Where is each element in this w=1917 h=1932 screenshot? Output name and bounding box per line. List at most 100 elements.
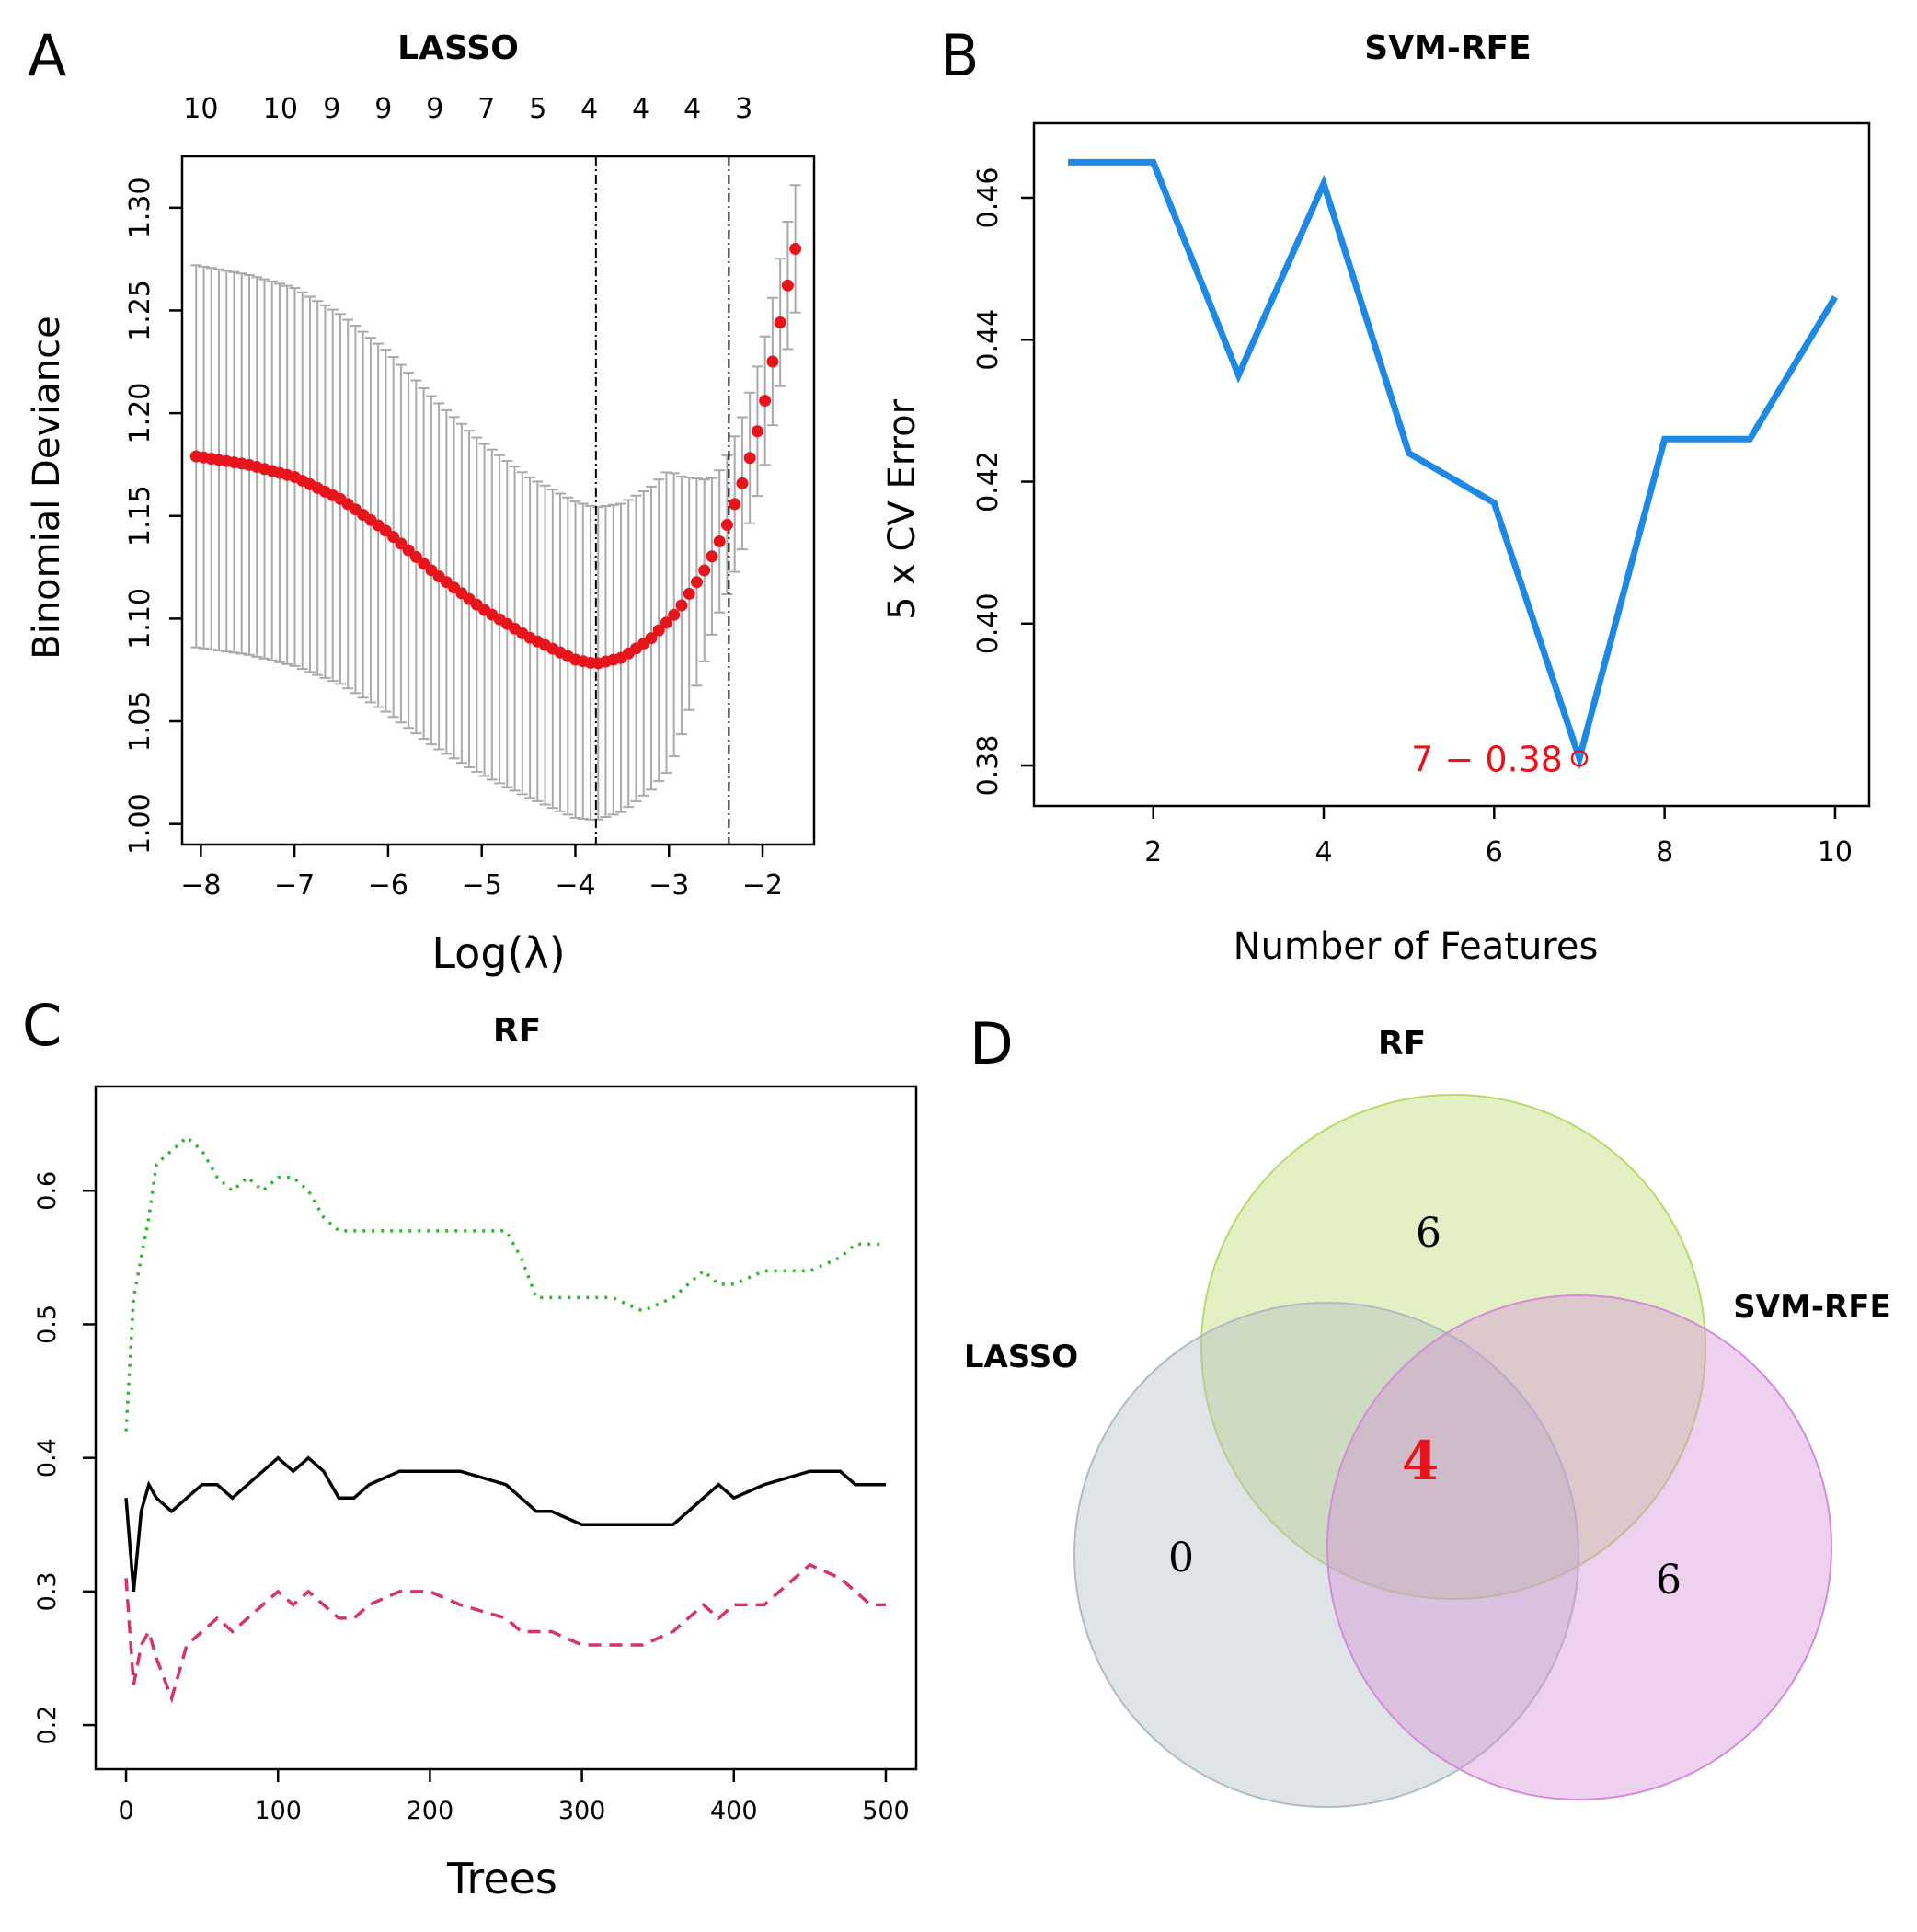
panel-b-x-axis-label: Number of Features	[1234, 926, 1599, 968]
panel-c-x-axis-label: Trees	[446, 1854, 557, 1903]
venn-region-rf-only: 6	[1416, 1210, 1441, 1257]
y-tick-label: 0.6	[33, 1171, 62, 1211]
deviance-point	[690, 576, 703, 589]
deviance-point	[683, 587, 695, 600]
panel-a-y-axis-label: Binomial Deviance	[26, 316, 68, 659]
y-tick-label: 0.4	[33, 1438, 62, 1478]
panel-c-y-axis: 0.2 0.3 0.4 0.5 0.6	[33, 1171, 96, 1745]
deviance-point	[766, 355, 779, 368]
panel-letter-d: D	[970, 1010, 1014, 1077]
x-tick-label: −8	[180, 869, 221, 902]
top-axis-count: 5	[529, 93, 546, 125]
venn-label-lasso: LASSO	[964, 1339, 1078, 1375]
deviance-point	[660, 616, 672, 629]
panel-d-title: RF	[1378, 1025, 1426, 1063]
panel-b-x-axis: 2 4 6 8 10	[1144, 806, 1853, 868]
top-axis-count: 9	[374, 93, 392, 125]
panel-a-x-axis: −8 −7 −6 −5 −4 −3 −2	[180, 845, 783, 902]
venn-region-svm-rfe-only: 6	[1656, 1557, 1682, 1604]
top-axis-count: 4	[580, 93, 598, 125]
deviance-point	[720, 519, 733, 532]
top-axis-count: 10	[183, 93, 218, 125]
y-tick-label: 0.3	[33, 1571, 62, 1611]
panel-a-title: LASSO	[397, 29, 519, 67]
x-tick-label: 100	[254, 1797, 302, 1825]
panel-b-y-axis-label: 5 x CV Error	[881, 398, 924, 620]
y-tick-label: 1.00	[124, 793, 156, 855]
venn-region-lasso-only: 0	[1168, 1535, 1194, 1581]
x-tick-label: 300	[558, 1797, 606, 1825]
top-axis-count: 9	[426, 93, 443, 125]
x-tick-label: −6	[368, 869, 408, 902]
venn-circle-svm-rfe	[1326, 1294, 1832, 1800]
venn-circle-rf	[1200, 1094, 1706, 1600]
y-tick-label: 1.05	[124, 691, 156, 753]
y-tick-label: 0.40	[972, 592, 1004, 654]
x-tick-label: 0	[118, 1797, 133, 1825]
panel-c-rf: RF 0 100 200 300 400 500 0.2 0.3 0.4 0.5 0.6 Tree…	[33, 1012, 918, 1903]
deviance-point	[774, 316, 786, 328]
panel-c-title: RF	[493, 1012, 541, 1050]
panel-a-error-bars	[190, 184, 801, 821]
y-tick-label: 0.2	[33, 1706, 62, 1745]
deviance-point	[713, 535, 726, 547]
y-tick-label: 1.20	[124, 383, 156, 444]
panel-b-svm-rfe: SVM-RFE 7 − 0.38 2 4 6 8 10 0.38 0.40 0.42 0.44…	[881, 29, 1871, 968]
deviance-point	[759, 394, 772, 407]
panel-b-min-marker	[1570, 750, 1589, 767]
y-tick-label: 0.46	[972, 167, 1004, 229]
panel-a-points	[189, 242, 802, 670]
y-tick-label: 1.30	[124, 177, 156, 238]
x-tick-label: 6	[1486, 836, 1503, 868]
y-tick-label: 0.42	[972, 451, 1004, 512]
deviance-point	[789, 242, 802, 255]
panel-c-series	[124, 1134, 886, 1704]
rf-error-series-0	[124, 1134, 886, 1432]
x-tick-label: 10	[1818, 836, 1853, 868]
panel-a-top-axis: 10 10 9 9 9 7 5 4 4 4 3	[183, 93, 752, 125]
deviance-point	[698, 564, 711, 577]
x-tick-label: 8	[1656, 836, 1673, 868]
y-tick-label: 1.15	[124, 485, 156, 546]
y-tick-label: 1.10	[124, 588, 156, 650]
deviance-point	[743, 452, 756, 465]
panel-b-y-axis: 0.38 0.40 0.42 0.44 0.46	[972, 167, 1034, 797]
x-tick-label: 200	[407, 1797, 454, 1825]
panel-a-x-axis-label: Log(λ)	[431, 928, 565, 978]
panel-letter-b: B	[940, 22, 980, 89]
panel-a-y-axis: 1.00 1.05 1.10 1.15 1.20 1.25 1.30	[124, 177, 182, 855]
top-axis-count: 7	[477, 93, 495, 125]
x-tick-label: −2	[742, 869, 783, 902]
deviance-point	[706, 550, 718, 563]
panel-letter-a: A	[28, 22, 66, 89]
top-axis-count: 10	[263, 93, 298, 125]
top-axis-count: 4	[632, 93, 649, 125]
y-tick-label: 1.25	[124, 280, 156, 341]
panel-c-plot-frame	[94, 1085, 918, 1771]
panel-b-plot-frame	[1032, 121, 1871, 808]
rf-error-series-2	[124, 1562, 886, 1704]
deviance-point	[781, 279, 794, 292]
deviance-point	[668, 608, 681, 621]
venn-circle-lasso	[1073, 1302, 1579, 1808]
top-axis-count: 4	[683, 93, 701, 125]
venn-region-center: 4	[1402, 1430, 1439, 1492]
rf-error-series-1	[124, 1455, 886, 1593]
panel-d-venn: RF 6 0 6 4 LASSO SVM-RFE	[964, 1025, 1891, 1808]
x-tick-label: −7	[274, 869, 315, 902]
y-tick-label: 0.5	[33, 1305, 62, 1344]
deviance-point	[645, 632, 658, 645]
y-tick-label: 0.38	[972, 735, 1004, 797]
deviance-point	[652, 624, 665, 637]
x-tick-label: −5	[462, 869, 502, 902]
deviance-point	[675, 599, 688, 612]
panel-a-plot-frame	[180, 155, 816, 846]
panel-b-title: SVM-RFE	[1364, 29, 1531, 67]
deviance-point	[751, 425, 763, 438]
x-tick-label: 4	[1314, 836, 1332, 868]
x-tick-label: 400	[710, 1797, 758, 1825]
deviance-point	[729, 498, 741, 511]
x-tick-label: −4	[555, 869, 595, 902]
